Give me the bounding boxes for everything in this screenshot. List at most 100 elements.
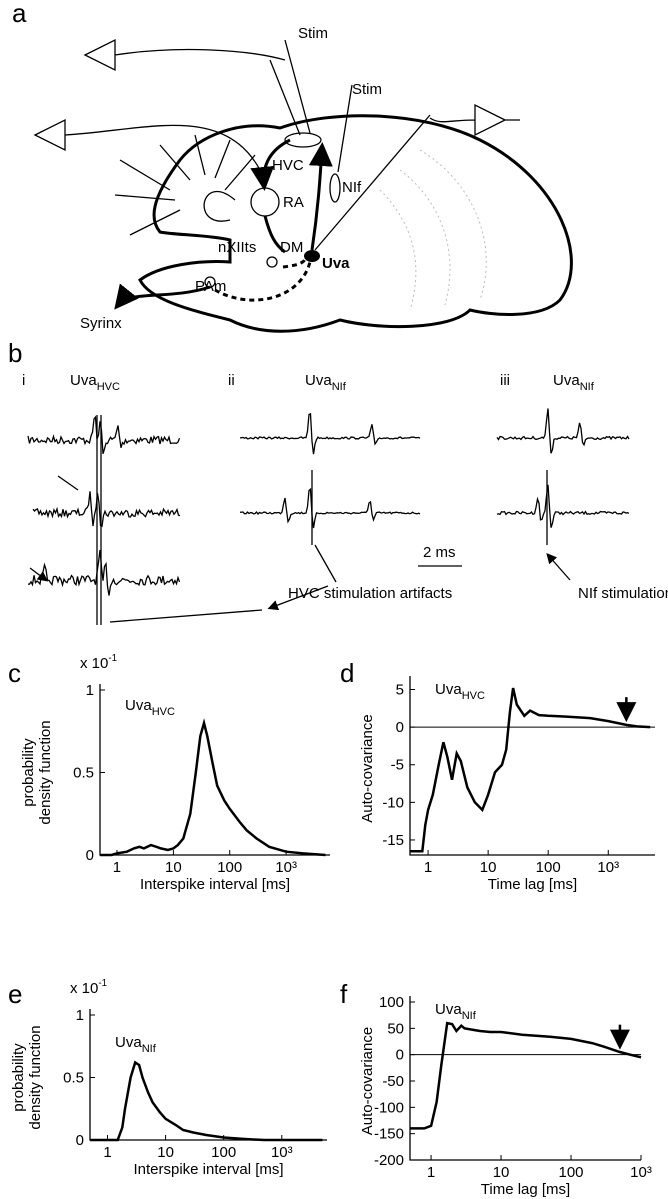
data-line <box>410 1021 642 1130</box>
y-tick-label: 1 <box>86 682 94 699</box>
subpanel-title-text: Uva <box>70 372 97 389</box>
ra-dm-pathway <box>263 215 286 254</box>
y-tick-label: 0.5 <box>73 765 94 782</box>
axis-lines <box>89 1009 327 1141</box>
region-label: RA <box>283 194 304 211</box>
hvc-ra-pathway <box>250 138 291 191</box>
artifact <box>96 415 548 625</box>
y-tick-label: -10 <box>382 794 404 811</box>
y-tick-label: 50 <box>387 1020 404 1037</box>
subpanel-title-text: Uva <box>553 372 580 389</box>
x-axis-label: Time lag [ms] <box>488 876 577 893</box>
y-axis-label: Auto-covariance <box>359 1027 376 1135</box>
y-axis-label: probability <box>20 738 37 807</box>
axis-lines <box>409 676 655 856</box>
annotation-arrows <box>109 544 337 623</box>
amplifier-2 <box>33 118 266 181</box>
y-tick-label: 0 <box>76 1132 84 1149</box>
scale-bar-label: 2 ms <box>423 544 456 561</box>
series-annotation-subscript: HVC <box>152 706 175 718</box>
syrinx-pathway <box>114 283 211 310</box>
x-tick-label: 10³ <box>275 859 297 876</box>
x-tick-label: 10³ <box>271 1144 293 1161</box>
uva-node <box>304 250 320 262</box>
series-annotation: UvaHVC <box>435 681 485 702</box>
uva-hvc-pathway <box>308 142 333 251</box>
panel-label: b <box>8 338 22 368</box>
brain-contour <box>379 149 487 311</box>
trace <box>27 415 181 454</box>
annotation: HVC stimulation artifacts <box>288 585 452 602</box>
brain-outline <box>138 114 573 333</box>
y-tick-label: -150 <box>374 1126 404 1143</box>
trace <box>239 412 421 455</box>
subpanel-title-subscript: HVC <box>97 381 120 393</box>
series-annotation-text: Uva <box>115 1034 142 1051</box>
subpanel-title: UvaNIf <box>305 372 347 393</box>
panel-label: d <box>340 658 354 688</box>
data-line <box>90 1060 323 1142</box>
series-annotation-subscript: NIf <box>462 1010 477 1022</box>
trace <box>32 491 181 528</box>
axis-multiplier: x 10-1 <box>70 978 107 997</box>
y-tick-label: 1 <box>76 1007 84 1024</box>
subpanel-title: UvaHVC <box>70 372 120 393</box>
subpanel-title-subscript: NIf <box>332 381 347 393</box>
y-tick-label: 0.5 <box>63 1070 84 1087</box>
subpanel-label: i <box>22 372 25 389</box>
hvc-node <box>284 132 322 148</box>
axis-multiplier-text: x 10 <box>80 655 108 672</box>
panel-label: e <box>8 979 22 1009</box>
panel-label: f <box>340 979 348 1009</box>
series-annotation: UvaHVC <box>125 697 175 718</box>
axis-lines <box>409 996 641 1161</box>
y-axis-label: probability <box>10 1043 27 1112</box>
series-annotation-text: Uva <box>435 681 462 698</box>
x-tick-label: 1 <box>424 859 432 876</box>
y-tick-label: 100 <box>379 994 404 1011</box>
trace <box>239 487 421 529</box>
trace-arrows <box>29 475 79 580</box>
x-tick-label: 1 <box>113 859 121 876</box>
y-tick-label: 0 <box>396 719 404 736</box>
y-tick-label: 0 <box>86 847 94 864</box>
axis-multiplier-superscript: -1 <box>98 978 107 989</box>
amplifier-1 <box>83 38 286 72</box>
x-axis-label: Interspike interval [ms] <box>133 1161 283 1178</box>
x-tick-label: 10³ <box>597 859 619 876</box>
annotation: NIf stimulation artifacts <box>578 585 668 602</box>
y-axis-label: Auto-covariance <box>359 714 376 822</box>
amplifier-3 <box>429 103 520 137</box>
region-label: nXIIts <box>218 239 256 256</box>
region-label: Stim <box>352 81 382 98</box>
x-tick-label: 10³ <box>630 1164 652 1181</box>
axis-multiplier: x 10-1 <box>80 653 117 672</box>
subpanel-label: iii <box>500 372 510 389</box>
region-label: PAm <box>195 278 226 295</box>
trace <box>496 484 630 528</box>
region-label: Stim <box>298 25 328 42</box>
subpanel-label: ii <box>228 372 235 389</box>
axis-multiplier-superscript: -1 <box>108 653 117 664</box>
x-axis-label: Time lag [ms] <box>481 1181 570 1198</box>
y-tick-label: -200 <box>374 1152 404 1169</box>
series-annotation: UvaNIf <box>435 1001 477 1022</box>
ra-node <box>250 187 280 217</box>
cerebellum <box>114 134 256 236</box>
data-line <box>410 687 651 853</box>
region-label: Uva <box>322 255 350 272</box>
brain-diagram <box>33 38 573 333</box>
axis-multiplier-text: x 10 <box>70 980 98 997</box>
nif-node <box>329 173 341 203</box>
x-tick-label: 10 <box>480 859 497 876</box>
panel-label: c <box>8 658 21 688</box>
panel-label: a <box>12 0 27 28</box>
y-tick-label: -100 <box>374 1099 404 1116</box>
x-tick-label: 1 <box>103 1144 111 1161</box>
y-axis-label: density function <box>27 1025 44 1129</box>
series-annotation-subscript: NIf <box>142 1043 157 1055</box>
x-tick-label: 10 <box>157 1144 174 1161</box>
subpanel-title-subscript: NIf <box>580 381 595 393</box>
trace <box>27 549 181 596</box>
